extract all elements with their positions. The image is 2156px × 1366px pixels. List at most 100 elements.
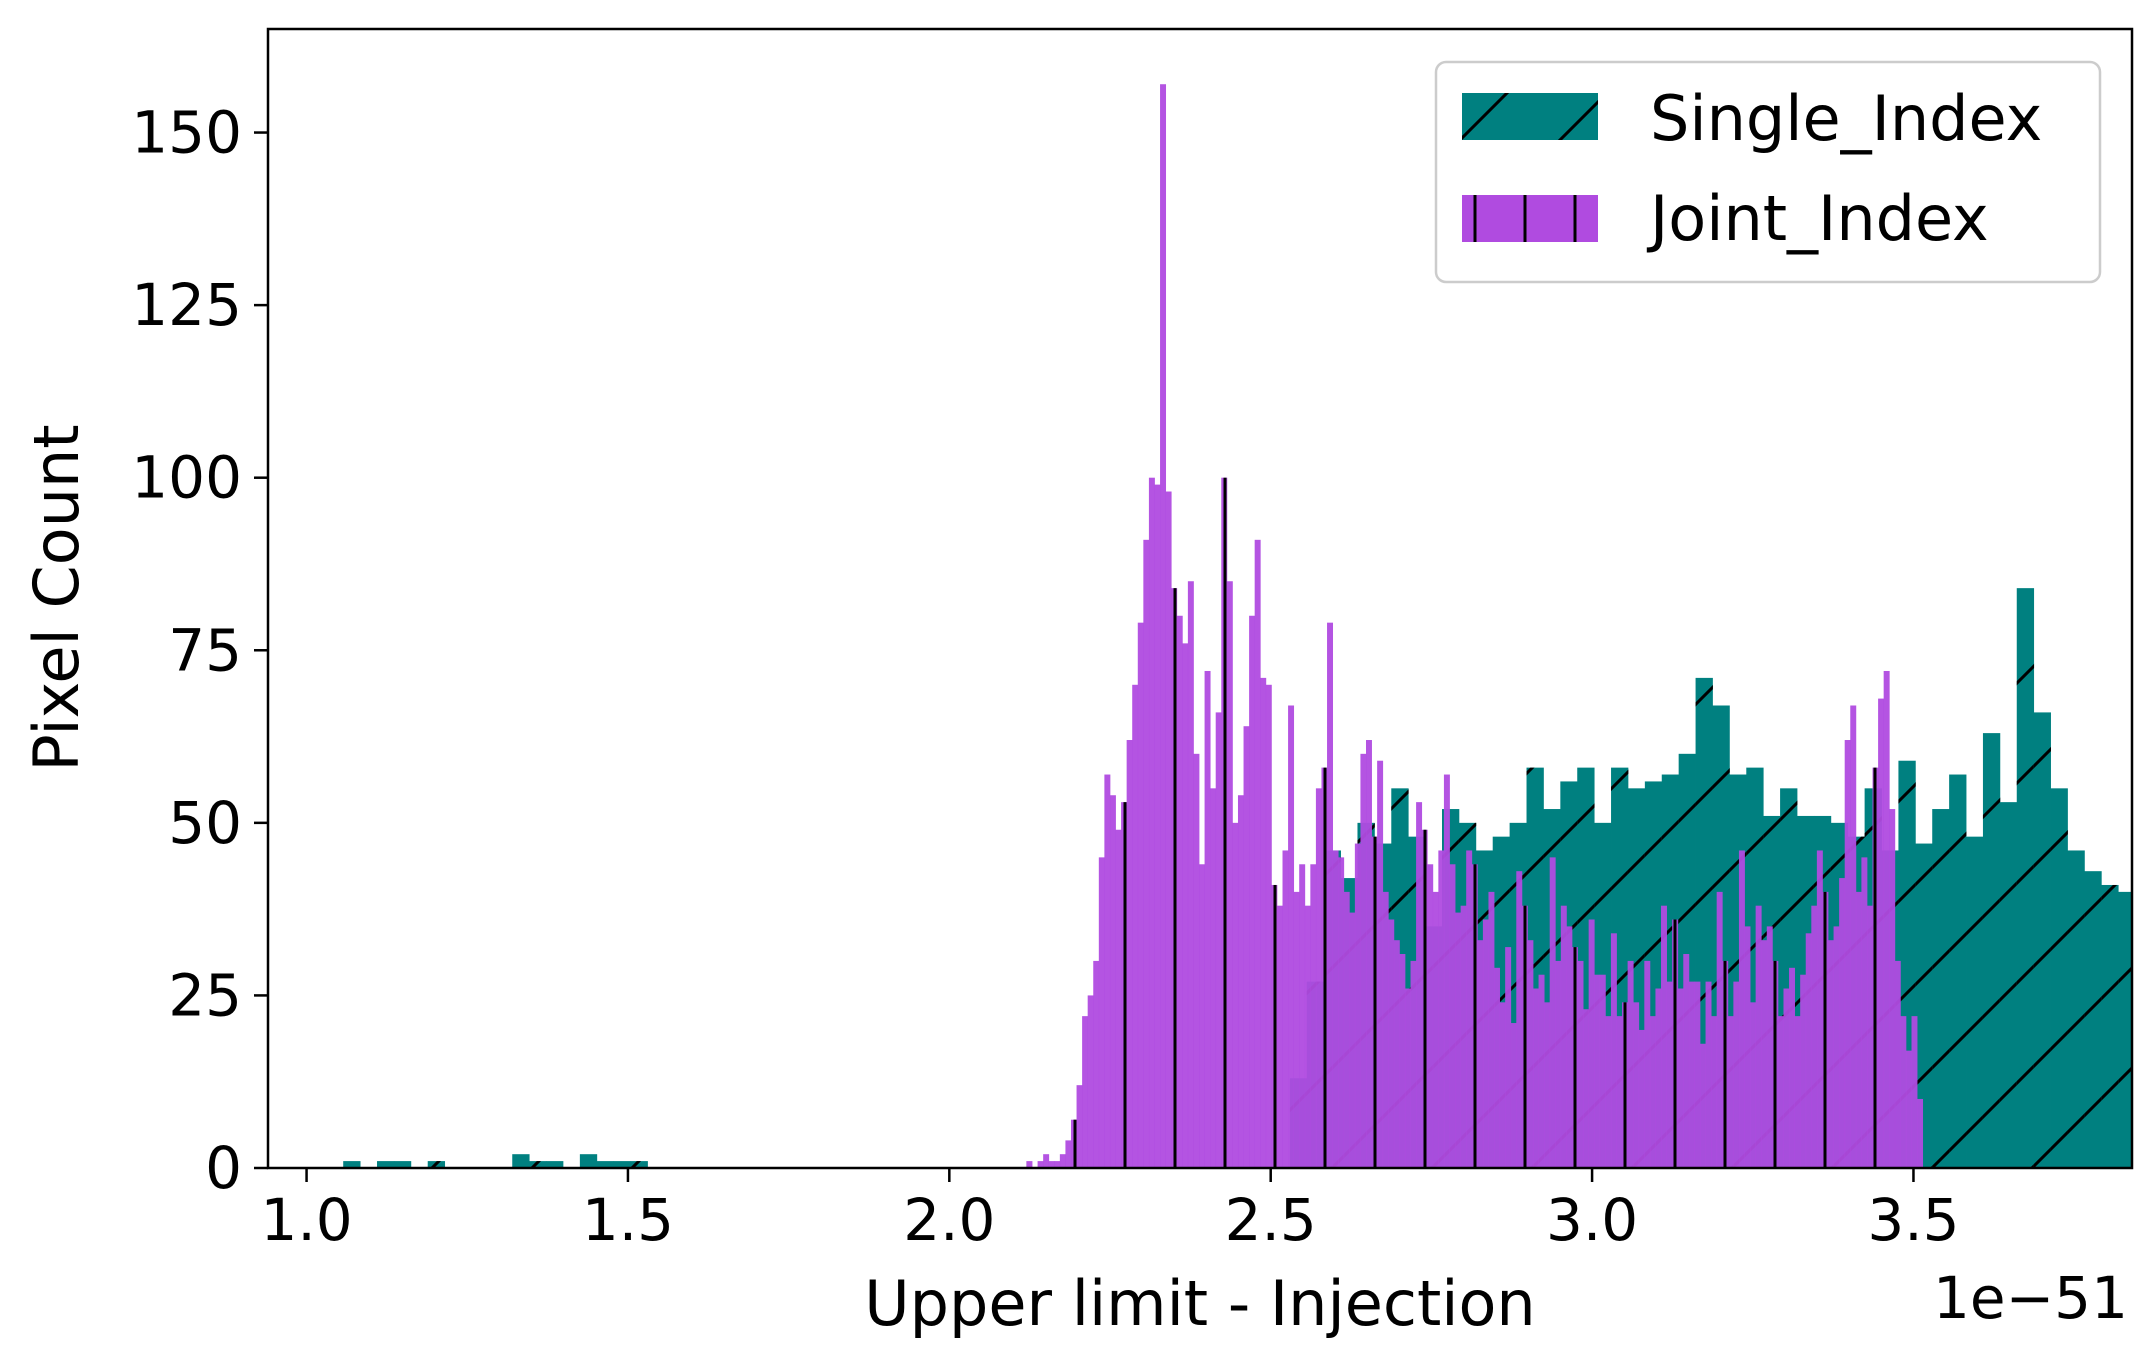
bar-joint-index-hatch xyxy=(1271,884,1278,1168)
bar-joint-index-hatch xyxy=(1488,891,1495,1168)
bar-joint-index-hatch xyxy=(1187,581,1194,1168)
bar-joint-index-hatch xyxy=(1599,974,1606,1168)
bar-joint-index-hatch xyxy=(1137,622,1144,1168)
bar-joint-index-hatch xyxy=(1388,919,1395,1168)
bar-joint-index-hatch xyxy=(1633,1002,1640,1168)
bar-single-index-hatch xyxy=(613,1161,631,1168)
bar-joint-index-hatch xyxy=(1544,1002,1551,1168)
bar-joint-index-hatch xyxy=(1393,940,1400,1168)
bar-joint-index-hatch xyxy=(1605,1016,1612,1168)
bar-joint-index-hatch xyxy=(1516,871,1523,1168)
bar-joint-index-hatch xyxy=(1282,850,1289,1168)
bar-joint-index-hatch xyxy=(1288,705,1295,1168)
bar-joint-index-hatch xyxy=(1866,905,1873,1168)
bar-single-index-hatch xyxy=(529,1161,547,1168)
bar-joint-index-hatch xyxy=(1466,850,1473,1168)
bar-joint-index-hatch xyxy=(1304,905,1311,1168)
bar-joint-index-hatch xyxy=(1132,684,1139,1168)
bar-joint-index-hatch xyxy=(1844,740,1851,1168)
bar-joint-index-hatch xyxy=(1037,1161,1044,1168)
bar-joint-index-hatch xyxy=(1260,677,1267,1168)
bar-single-index-hatch xyxy=(546,1161,564,1168)
y-tick-label: 100 xyxy=(131,444,242,512)
bar-joint-index-hatch xyxy=(1026,1161,1033,1168)
x-tick-label: 1.5 xyxy=(582,1186,674,1254)
bar-joint-index-hatch xyxy=(1087,995,1094,1168)
bar-joint-index-hatch xyxy=(1894,960,1901,1168)
bar-joint-index-hatch xyxy=(1226,581,1233,1168)
bar-joint-index-hatch xyxy=(1889,809,1896,1168)
bar-single-index-hatch xyxy=(1932,809,1950,1168)
bar-joint-index-hatch xyxy=(1416,802,1423,1168)
bar-joint-index-hatch xyxy=(1065,1140,1072,1168)
bar-joint-index-hatch xyxy=(1755,905,1762,1168)
bar-joint-index-hatch xyxy=(1048,1161,1055,1168)
bar-joint-index-hatch xyxy=(1583,1009,1590,1168)
bar-joint-index-hatch xyxy=(1204,670,1211,1168)
bar-single-index-hatch xyxy=(2118,891,2132,1168)
bar-single-index-hatch xyxy=(1982,733,2001,1168)
bar-joint-index-hatch xyxy=(1321,767,1328,1168)
bar-joint-index-hatch xyxy=(1143,539,1150,1168)
bar-joint-index-hatch xyxy=(1683,954,1690,1168)
bar-joint-index-hatch xyxy=(1199,864,1205,1168)
bar-joint-index-hatch xyxy=(1883,670,1890,1168)
bar-joint-index-hatch xyxy=(1438,850,1445,1168)
bar-joint-index-hatch xyxy=(1750,1002,1757,1168)
bar-joint-index-hatch xyxy=(1521,905,1528,1168)
y-tick-label: 25 xyxy=(168,961,242,1029)
bar-joint-index-hatch xyxy=(1577,960,1584,1168)
bar-joint-index-hatch xyxy=(1733,981,1740,1168)
bar-joint-index-hatch xyxy=(1343,891,1350,1168)
bar-joint-index-hatch xyxy=(1176,615,1183,1168)
bar-joint-index-hatch xyxy=(1805,933,1812,1168)
bar-single-index-hatch xyxy=(1949,774,1967,1168)
y-axis-ticks: 0 25 50 75 100 125 150 xyxy=(131,99,268,1202)
plot-frame xyxy=(266,27,2134,1170)
bar-single-index-hatch xyxy=(579,1154,598,1168)
bar-joint-index-hatch xyxy=(1622,1002,1629,1168)
x-tick-label: 3.0 xyxy=(1546,1186,1638,1254)
bar-joint-index-hatch xyxy=(1160,84,1167,1168)
bar-joint-index-hatch xyxy=(1800,974,1807,1168)
bar-joint-index-hatch xyxy=(1399,954,1406,1168)
legend-label-joint-index: Joint_Index xyxy=(1646,182,1989,255)
bar-single-index xyxy=(2152,892,2156,1168)
bar-single-index-hatch xyxy=(2152,892,2156,1168)
bar-joint-index-hatch xyxy=(1761,940,1768,1168)
bar-joint-index-hatch xyxy=(1905,1050,1912,1168)
bar-joint-index-hatch xyxy=(1616,1016,1623,1168)
bar-joint-index-hatch xyxy=(1855,891,1862,1168)
bar-joint-index-hatch xyxy=(1115,829,1122,1168)
bar-joint-index-hatch xyxy=(1499,1002,1506,1168)
x-tick-label: 2.5 xyxy=(1225,1186,1317,1254)
bar-joint-index-hatch xyxy=(1794,1016,1801,1168)
bar-joint-index-hatch xyxy=(1349,912,1356,1168)
bar-joint-index-hatch xyxy=(1549,857,1556,1168)
bar-joint-index-hatch xyxy=(1237,795,1244,1168)
bar-joint-index-hatch xyxy=(1471,864,1478,1168)
legend: Single_Index Joint_Index xyxy=(1434,60,2102,284)
bar-joint-index-hatch xyxy=(1482,919,1489,1168)
bar-joint-index-hatch xyxy=(1555,960,1562,1168)
bar-joint-index-hatch xyxy=(1532,988,1539,1168)
bar-joint-index-hatch xyxy=(1243,726,1250,1168)
bar-joint-index-hatch xyxy=(1783,988,1790,1168)
bar-single-index-hatch xyxy=(2067,850,2085,1168)
bar-joint-index-hatch xyxy=(1738,850,1745,1168)
bar-joint-index-hatch xyxy=(1699,1043,1706,1168)
bar-joint-index-hatch xyxy=(1705,981,1712,1168)
bar-joint-index-hatch xyxy=(1833,926,1840,1168)
bar-single-index xyxy=(2135,857,2152,1168)
bar-joint-index-hatch xyxy=(1327,622,1334,1168)
bar-joint-index-hatch xyxy=(1594,974,1601,1168)
bar-single-index-hatch xyxy=(393,1161,412,1168)
y-axis-title: Pixel Count xyxy=(20,424,93,771)
bar-joint-index-hatch xyxy=(1772,960,1779,1168)
y-tick-label: 75 xyxy=(168,616,242,684)
bar-joint-index-hatch xyxy=(1460,905,1467,1168)
bar-joint-index-hatch xyxy=(1878,698,1885,1168)
y-tick-label: 125 xyxy=(131,271,242,339)
bar-joint-index-hatch xyxy=(1249,615,1256,1168)
